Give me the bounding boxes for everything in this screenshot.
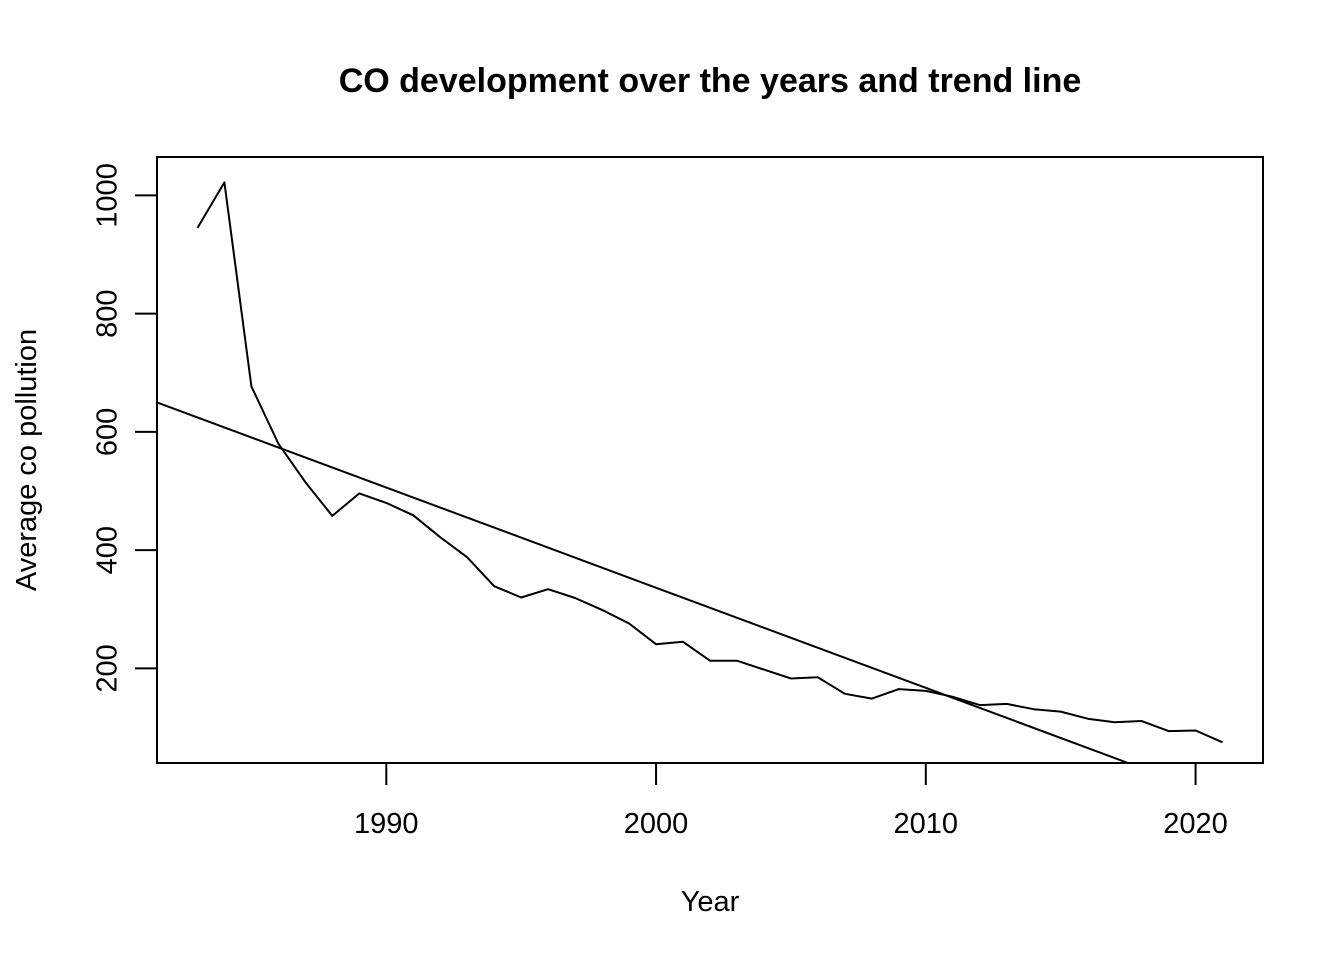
- series-line-co: [196, 181, 1223, 744]
- y-tick-label: 800: [92, 289, 124, 337]
- series-layer: [157, 181, 1223, 763]
- chart-title: CO development over the years and trend …: [339, 62, 1082, 100]
- x-axis-label: Year: [681, 886, 740, 918]
- x-tick-label: 2000: [624, 808, 689, 840]
- x-tick-label: 2010: [894, 808, 959, 840]
- y-tick-label: 200: [92, 644, 124, 692]
- y-axis-label: Average co pollution: [11, 329, 43, 591]
- y-tick-label: 400: [92, 526, 124, 574]
- x-tick-label: 2020: [1163, 808, 1228, 840]
- series-line-trend: [157, 401, 1129, 763]
- x-tick-label: 1990: [354, 808, 419, 840]
- x-axis: 1990 2000 2010 2020: [354, 763, 1228, 840]
- y-tick-label: 1000: [92, 163, 124, 228]
- y-axis: 200 400 600 800 1000: [92, 163, 157, 693]
- plot-frame: [156, 156, 1264, 764]
- y-tick-label: 600: [92, 408, 124, 456]
